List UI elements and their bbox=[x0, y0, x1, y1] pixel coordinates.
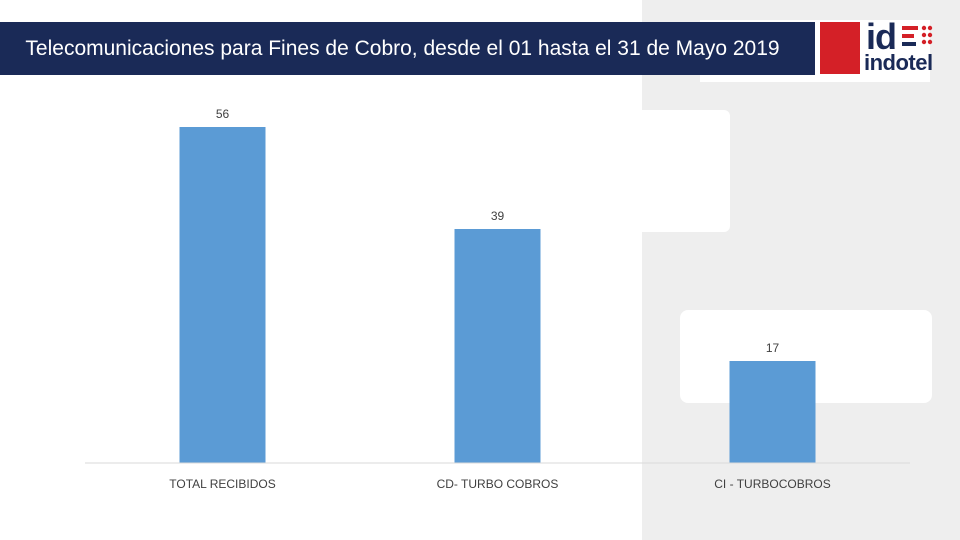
bar-0 bbox=[179, 127, 266, 463]
category-label-0: TOTAL RECIBIDOS bbox=[169, 477, 275, 491]
logo-name: indotel bbox=[864, 50, 933, 75]
bar-1 bbox=[454, 229, 541, 463]
bar-2 bbox=[729, 361, 816, 463]
data-label-2: 17 bbox=[766, 341, 780, 355]
logo-mark-text: id bbox=[866, 16, 897, 57]
category-label-2: CI - TURBOCOBROS bbox=[714, 477, 830, 491]
background-cutout bbox=[642, 110, 730, 232]
brand-logo: id indotel bbox=[818, 16, 940, 76]
category-label-1: CD- TURBO COBROS bbox=[437, 477, 559, 491]
page-title: Telecomunicaciones para Fines de Cobro, … bbox=[25, 36, 780, 60]
logo-red-mark bbox=[820, 22, 860, 74]
data-label-0: 56 bbox=[216, 107, 230, 121]
indotel-logo-icon bbox=[902, 25, 933, 46]
title-bar: Telecomunicaciones para Fines de Cobro, … bbox=[0, 22, 815, 75]
data-label-1: 39 bbox=[491, 209, 505, 223]
